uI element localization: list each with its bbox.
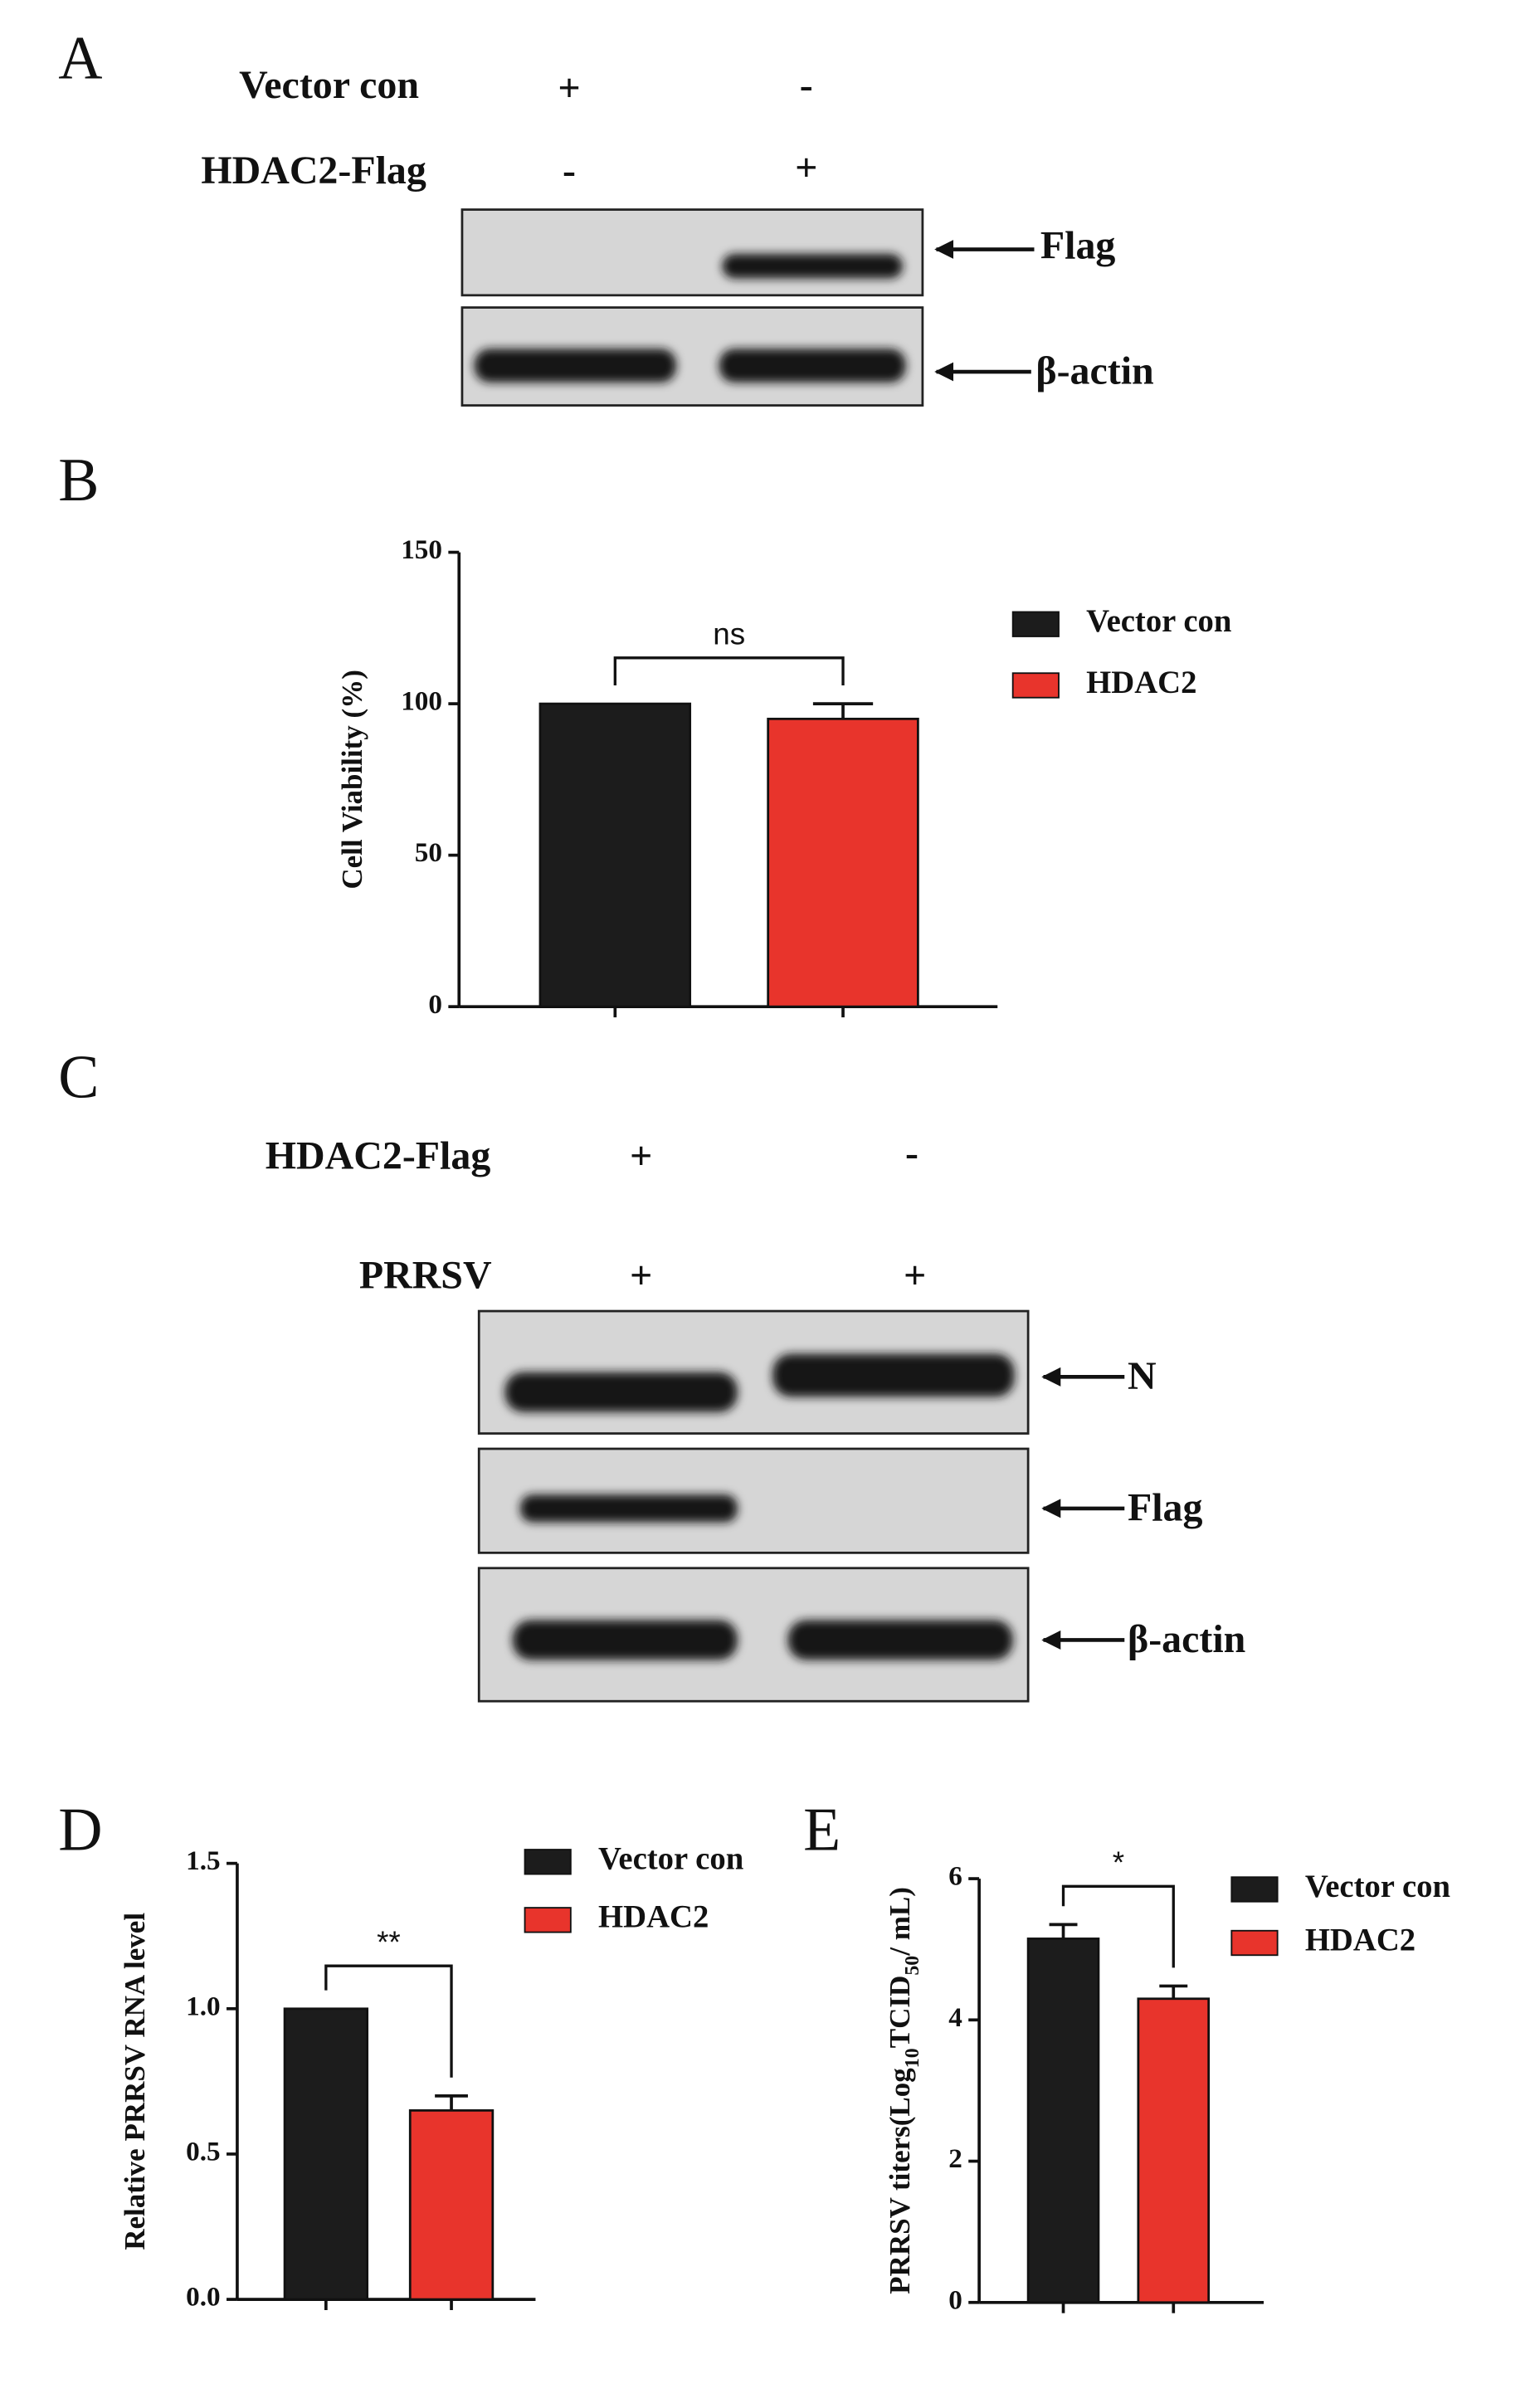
- blot-panel: [460, 208, 924, 297]
- condition-mark: -: [800, 63, 813, 107]
- y-tick-label: 0: [948, 2284, 962, 2315]
- band: [719, 349, 906, 383]
- band: [787, 1620, 1013, 1660]
- condition-name: HDAC2-Flag: [201, 149, 426, 193]
- band-label: Flag: [1040, 224, 1116, 268]
- bar: [1137, 1997, 1211, 2304]
- y-tick-label: 6: [948, 1861, 962, 1892]
- y-tick-label: 50: [415, 837, 442, 868]
- significance-label: *: [1113, 1845, 1124, 1879]
- y-axis-label: Relative PRRSV RNA level: [119, 1913, 151, 2250]
- band-label: β-actin: [1128, 1617, 1245, 1661]
- legend-label: Vector con: [1086, 604, 1231, 639]
- bar: [767, 717, 919, 1008]
- legend-label: HDAC2: [1086, 665, 1196, 700]
- y-tick-label: 0.0: [186, 2282, 220, 2313]
- legend-swatch: [1011, 672, 1060, 699]
- legend-label: HDAC2: [598, 1900, 709, 1935]
- bar: [538, 702, 692, 1008]
- legend-swatch: [1011, 611, 1060, 637]
- y-tick-label: 100: [401, 686, 442, 717]
- band: [520, 1494, 738, 1523]
- condition-mark: +: [904, 1253, 926, 1297]
- condition-mark: +: [630, 1134, 652, 1178]
- y-axis-label-part: TCID: [884, 1976, 916, 2049]
- significance-bracket: [324, 1964, 453, 2078]
- legend-swatch: [524, 1849, 572, 1875]
- condition-name: PRRSV: [359, 1253, 492, 1297]
- legend-label: HDAC2: [1305, 1923, 1415, 1957]
- y-axis-label-part: 50: [901, 1956, 923, 1976]
- band: [474, 349, 677, 383]
- condition-mark: +: [630, 1253, 652, 1297]
- band-label: β-actin: [1035, 349, 1153, 393]
- band: [504, 1372, 738, 1412]
- y-axis-label: PRRSV titers(Log10TCID50/ mL): [884, 1887, 923, 2294]
- condition-name: HDAC2-Flag: [266, 1134, 491, 1178]
- y-axis-label: Cell Viability (%): [336, 670, 368, 890]
- band: [772, 1353, 1015, 1397]
- bar: [283, 2007, 369, 2301]
- y-tick-label: 0: [428, 989, 442, 1020]
- condition-mark: +: [795, 145, 817, 189]
- band-label: N: [1128, 1354, 1157, 1398]
- legend-label: Vector con: [598, 1842, 743, 1877]
- significance-label: **: [377, 1925, 401, 1959]
- panel-label: C: [58, 1042, 99, 1110]
- significance-bracket: [613, 656, 845, 685]
- y-tick-label: 1.5: [186, 1845, 220, 1876]
- legend-swatch: [1230, 1929, 1279, 1957]
- significance-bracket: [1061, 1884, 1175, 1968]
- significance-label: ns: [713, 617, 745, 651]
- legend-swatch: [524, 1907, 572, 1933]
- panel-label: E: [803, 1795, 841, 1863]
- condition-mark: +: [558, 66, 580, 110]
- bar: [1026, 1938, 1100, 2304]
- y-axis-label-part: PRRSV titers(Log: [884, 2068, 916, 2294]
- y-tick-label: 4: [948, 2002, 962, 2033]
- panel-label: D: [58, 1795, 102, 1863]
- band: [512, 1620, 738, 1660]
- y-axis-label-part: / mL): [884, 1887, 916, 1957]
- panel-label: A: [58, 23, 102, 91]
- y-tick-label: 1.0: [186, 1991, 220, 2021]
- y-tick-label: 2: [948, 2143, 962, 2174]
- y-axis-label-part: 10: [901, 2048, 923, 2068]
- condition-mark: -: [563, 149, 576, 193]
- band: [722, 254, 903, 279]
- legend-swatch: [1230, 1876, 1279, 1903]
- y-tick-label: 150: [401, 534, 442, 565]
- condition-name: Vector con: [239, 63, 419, 107]
- bar: [408, 2109, 495, 2301]
- y-tick-label: 0.5: [186, 2137, 220, 2167]
- panel-label: B: [58, 446, 99, 514]
- legend-label: Vector con: [1305, 1869, 1450, 1904]
- condition-mark: -: [905, 1131, 918, 1175]
- band-label: Flag: [1128, 1486, 1203, 1530]
